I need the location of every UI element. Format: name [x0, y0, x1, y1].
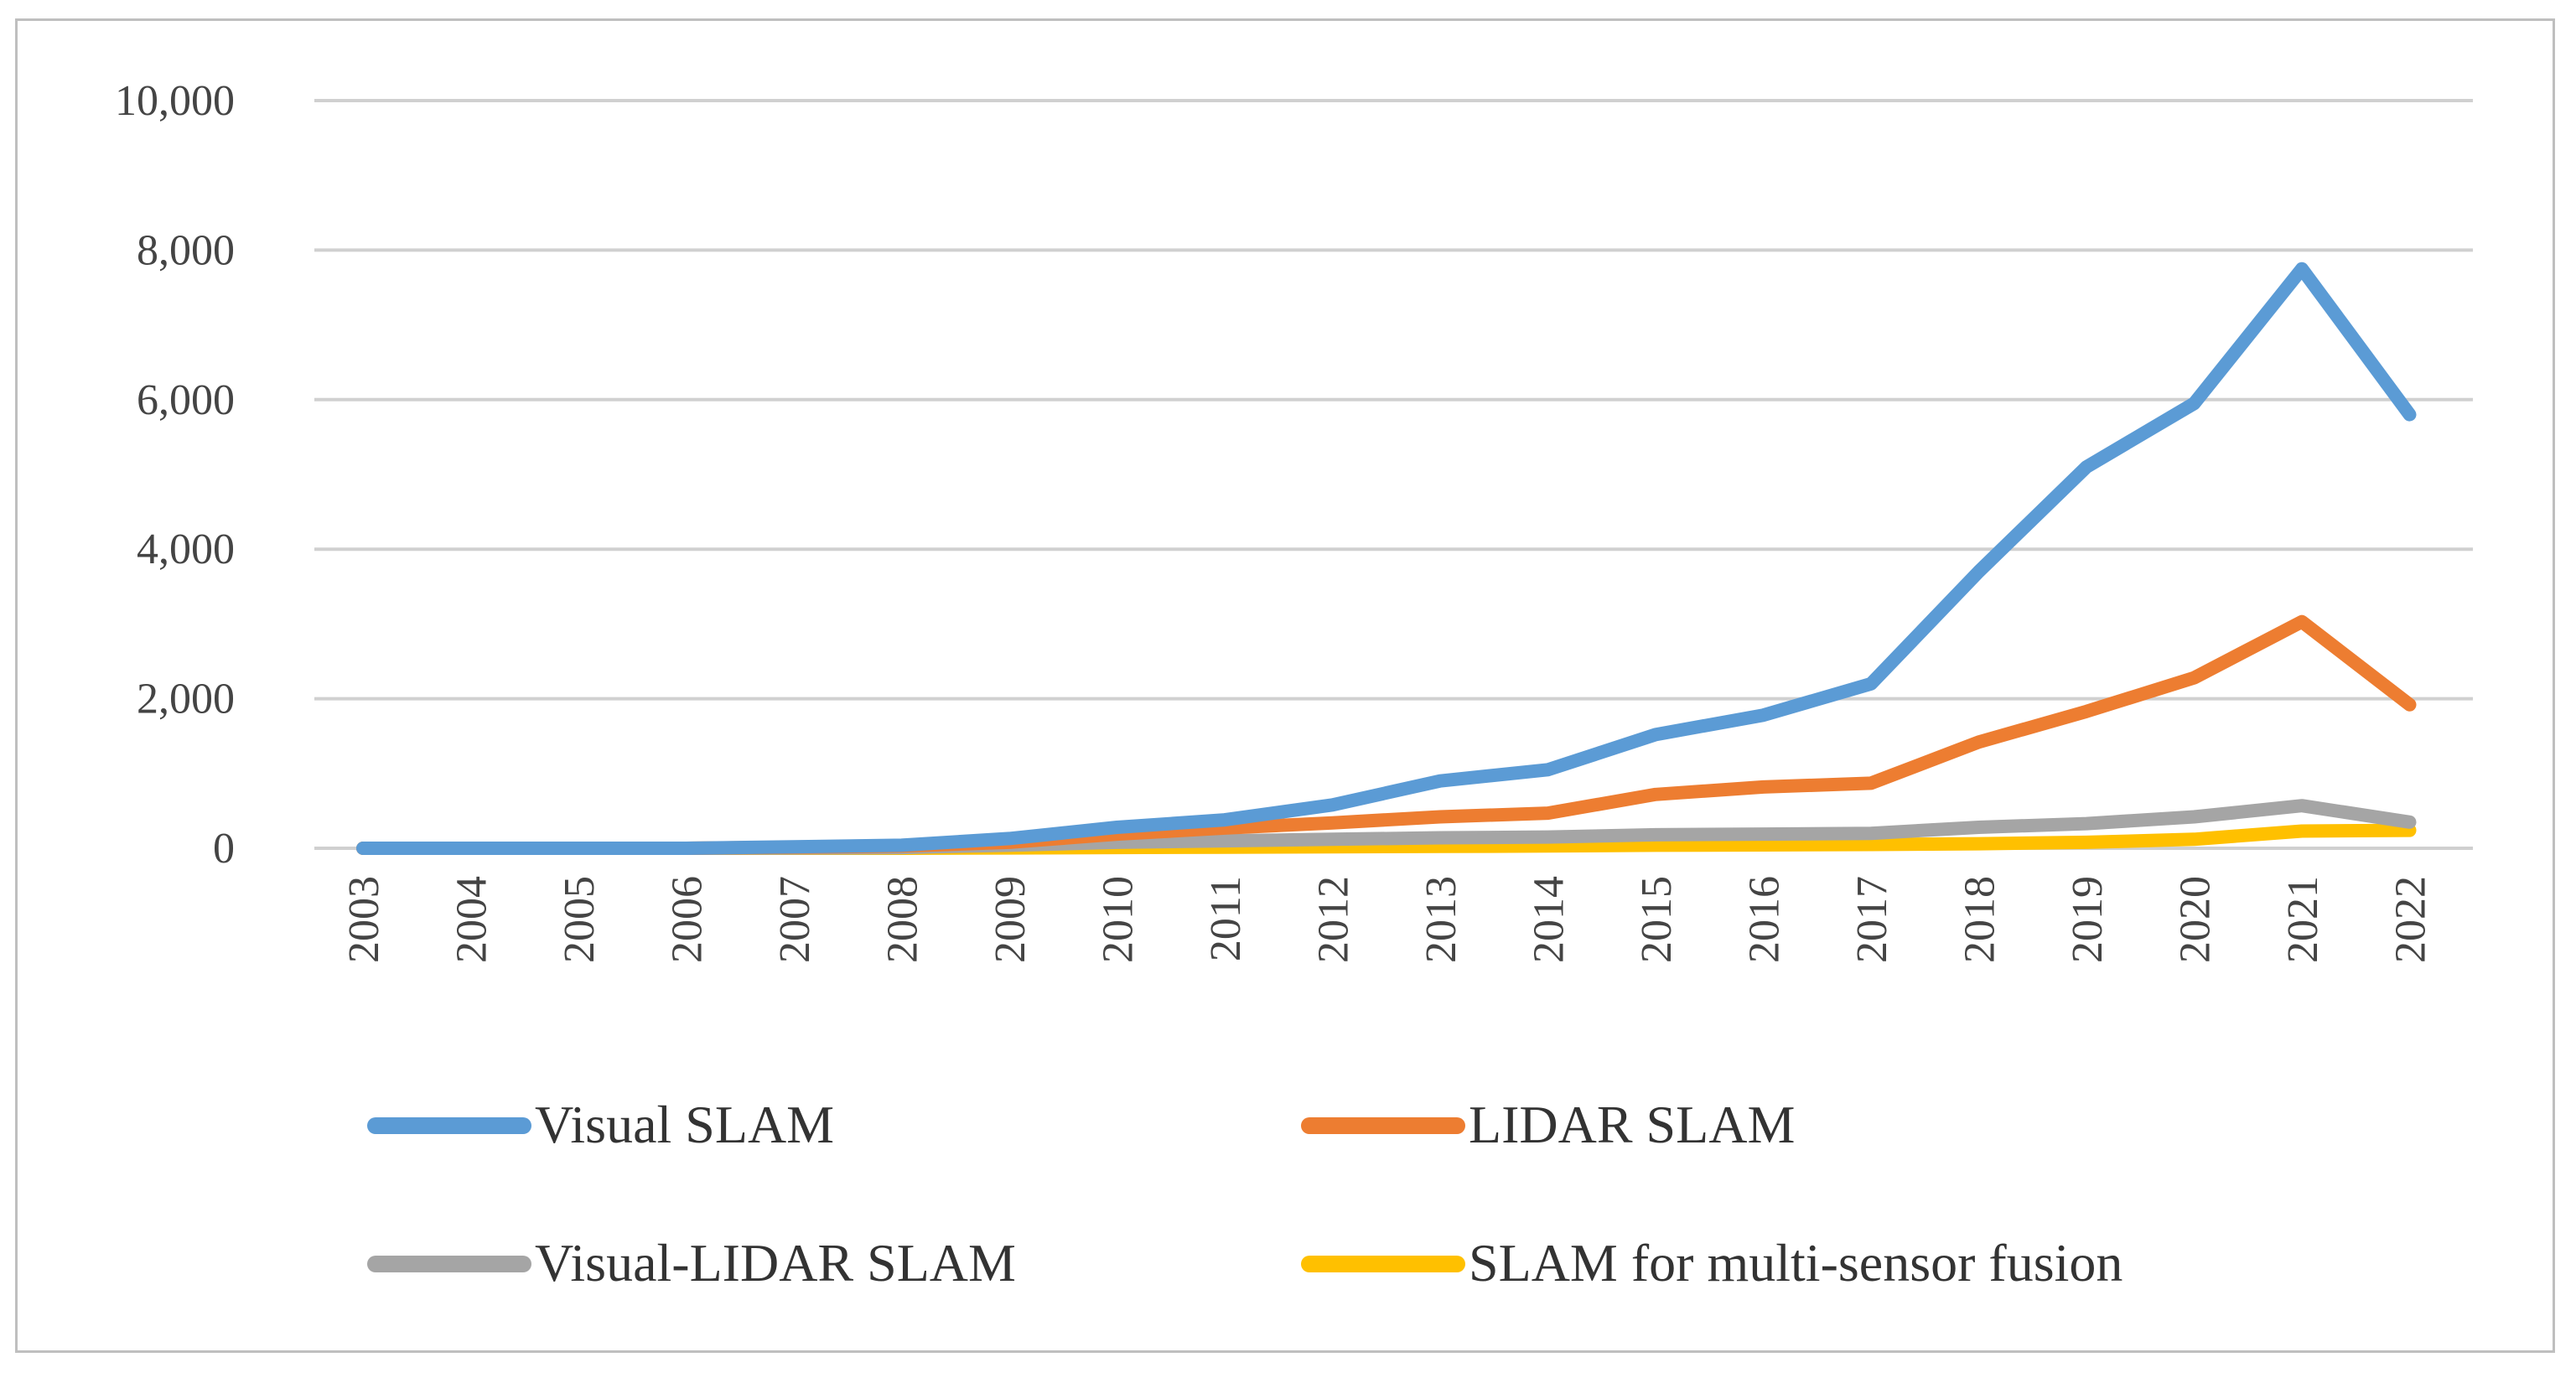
y-tick-label: 0 — [213, 825, 235, 873]
x-tick-label: 2006 — [664, 876, 712, 963]
x-tick-label: 2012 — [1310, 876, 1358, 963]
x-tick-label: 2020 — [2172, 876, 2220, 963]
x-tick-label: 2003 — [340, 876, 388, 963]
x-tick-label: 2009 — [987, 876, 1034, 963]
x-tick-label: 2016 — [1741, 876, 1789, 963]
y-axis-labels: 0 2,000 4,000 6,000 8,000 10,000 — [115, 77, 235, 873]
x-tick-label: 2018 — [1957, 876, 2004, 963]
x-tick-label: 2013 — [1418, 876, 1465, 963]
x-tick-label: 2005 — [556, 876, 604, 963]
legend: Visual SLAM LIDAR SLAM Visual-LIDAR SLAM SL… — [367, 1095, 2122, 1293]
x-tick-label: 2008 — [879, 876, 927, 963]
legend-label-slam-for-multi-sensor-fusion: SLAM for multi-sensor fusion — [1469, 1233, 2122, 1293]
x-tick-label: 2019 — [2064, 876, 2112, 963]
y-tick-label: 4,000 — [137, 526, 235, 573]
series-lines — [356, 262, 2417, 855]
x-tick-label: 2022 — [2387, 876, 2435, 963]
series-line-visual-slam — [356, 262, 2417, 855]
x-tick-label: 2010 — [1095, 876, 1143, 963]
legend-label-visual-slam: Visual SLAM — [535, 1095, 834, 1154]
x-tick-label: 2011 — [1202, 876, 1250, 961]
y-tick-label: 10,000 — [115, 77, 235, 125]
x-axis-labels: 2003 2004 2005 2006 2007 2008 2009 2010 2011 2012… — [340, 876, 2435, 963]
x-tick-label: 2017 — [1848, 876, 1896, 963]
x-tick-label: 2021 — [2279, 876, 2327, 963]
x-tick-label: 2015 — [1633, 876, 1681, 963]
y-tick-label: 2,000 — [137, 676, 235, 723]
legend-label-lidar-slam: LIDAR SLAM — [1469, 1095, 1795, 1154]
x-tick-label: 2014 — [1526, 876, 1573, 963]
series-line-lidar-slam — [356, 614, 2417, 855]
legend-label-visual-lidar-slam: Visual-LIDAR SLAM — [535, 1233, 1016, 1293]
x-tick-label: 2007 — [771, 876, 819, 963]
x-tick-label: 2004 — [448, 876, 496, 963]
y-tick-label: 8,000 — [137, 226, 235, 274]
y-tick-label: 6,000 — [137, 376, 235, 424]
gridlines — [314, 99, 2473, 850]
